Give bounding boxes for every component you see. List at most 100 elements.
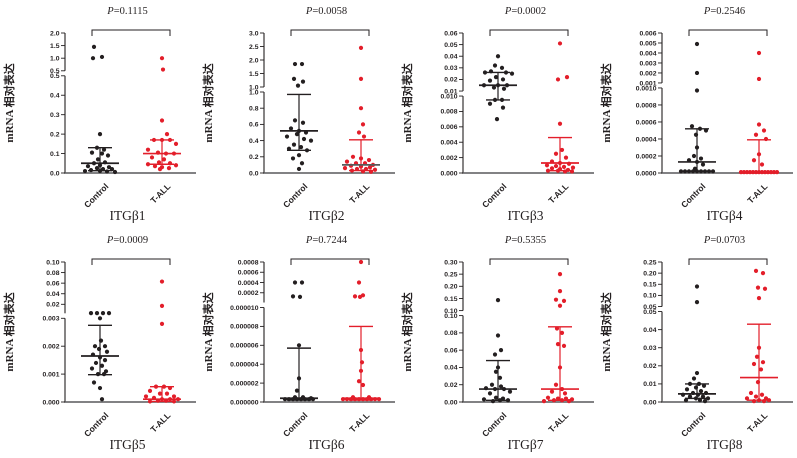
significance-bracket — [489, 258, 569, 265]
data-point-control — [290, 156, 296, 161]
y-axis-tick-label: 0.5 — [50, 73, 60, 80]
data-point-control — [487, 391, 493, 396]
y-axis-tick-label: 0.005 — [639, 40, 656, 47]
data-point-control — [308, 138, 314, 143]
y-axis-tick-label: 0.01 — [444, 88, 457, 95]
data-point-control — [94, 166, 100, 171]
data-point-control — [501, 86, 507, 91]
data-point-tall — [557, 289, 563, 294]
data-point-tall — [367, 165, 373, 170]
data-point-control — [97, 132, 103, 137]
y-axis-tick-label: 0.0 — [249, 170, 259, 177]
x-axis-group-label-control: Control — [82, 410, 110, 438]
y-axis-tick-label: 0.003 — [639, 60, 656, 67]
data-point-tall — [755, 285, 761, 290]
y-axis-tick-label: 0.2 — [249, 154, 259, 161]
data-point-control — [88, 311, 94, 316]
y-axis-tick-label: 0.000006 — [230, 343, 259, 350]
data-point-control — [95, 157, 101, 162]
data-point-control — [698, 389, 704, 394]
data-point-tall — [756, 50, 762, 56]
data-point-tall — [561, 298, 567, 303]
data-point-tall — [760, 271, 766, 276]
p-value-label: P=0.0703 — [703, 235, 746, 246]
data-point-tall — [758, 367, 764, 372]
y-axis-tick-label: 0.02 — [46, 302, 59, 309]
data-point-tall — [145, 147, 151, 152]
panel-title: ITGβ7 — [507, 437, 544, 452]
y-axis-tick-label: 0.0004 — [238, 280, 259, 287]
p-value-label: P=0.0058 — [305, 6, 348, 17]
y-axis-tick-label: 0.04 — [444, 54, 457, 61]
y-axis-tick-label: 0.1 — [50, 151, 60, 158]
y-axis-tick-label: 0.5 — [50, 68, 60, 75]
data-point-tall — [166, 166, 172, 171]
y-axis-tick-label: 3.0 — [249, 30, 259, 37]
y-axis-label: mRNA 相对表达 — [400, 63, 414, 142]
y-axis-tick-label: 0.25 — [643, 259, 656, 266]
panel-title: ITGβ3 — [507, 208, 544, 223]
y-axis-tick-label: 0.0002 — [636, 153, 657, 160]
data-point-control — [481, 397, 487, 402]
data-point-tall — [145, 162, 151, 167]
data-point-tall — [164, 391, 170, 396]
data-point-tall — [161, 157, 167, 162]
data-point-control — [291, 76, 297, 81]
data-point-tall — [559, 330, 565, 335]
y-axis-tick-label: 0.02 — [444, 382, 457, 389]
scatter-plot-itgb2: mRNA 相对表达 0.0 0.2 0.4 0.6 0.8 1.01.0 1.5 2.0 2.5 3… — [201, 29, 395, 210]
data-point-control — [89, 150, 95, 155]
data-point-tall — [360, 382, 366, 388]
data-point-control — [89, 366, 95, 371]
y-axis-tick-label: 0.03 — [444, 65, 457, 72]
data-point-tall — [759, 162, 765, 167]
data-point-control — [701, 383, 707, 388]
y-axis-tick-label: 0.010 — [440, 93, 457, 100]
data-point-control — [104, 349, 110, 354]
data-point-control — [493, 395, 499, 400]
data-point-control — [290, 294, 296, 299]
x-axis-group-label-control: Control — [679, 410, 707, 438]
data-point-control — [694, 41, 700, 47]
y-axis-tick-label: 2.0 — [249, 57, 259, 64]
data-point-control — [296, 343, 302, 348]
data-point-control — [694, 284, 700, 289]
data-point-tall — [760, 360, 766, 365]
data-point-control — [101, 147, 107, 152]
data-point-tall — [541, 399, 547, 404]
data-point-control — [296, 166, 302, 172]
y-axis-tick-label: 0.0008 — [636, 102, 657, 109]
x-axis-group-label-tall: T-ALL — [745, 181, 769, 205]
x-axis-group-label-tall: T-ALL — [347, 181, 371, 205]
data-point-control — [93, 360, 99, 366]
scatter-plot-itgb8: mRNA 相对表达 0.00 0.01 0.02 0.03 0.04 0.050.05 0.1… — [599, 258, 793, 439]
p-value-label: P=0.2546 — [703, 6, 746, 17]
data-point-tall — [561, 164, 567, 169]
data-point-tall — [544, 163, 550, 168]
y-axis-tick-label: 0.6 — [249, 122, 259, 129]
y-axis-tick-label: 0.000 — [440, 170, 457, 177]
y-axis-tick-label: 0.8 — [249, 106, 259, 113]
x-axis-group-label-tall: T-ALL — [546, 410, 570, 434]
x-axis-group-label-tall: T-ALL — [347, 410, 371, 434]
y-axis-tick-label: 0.0006 — [636, 119, 657, 126]
data-point-control — [691, 376, 697, 381]
data-point-tall — [545, 395, 551, 400]
data-point-control — [487, 78, 493, 83]
panel-itgb2: mRNA 相对表达 0.0 0.2 0.4 0.6 0.8 1.0 1.0 1.5 2.0 2.5 3… — [199, 0, 398, 229]
data-point-tall — [761, 128, 767, 133]
data-point-control — [99, 363, 105, 368]
x-axis-group-label-tall: T-ALL — [745, 410, 769, 434]
y-axis-tick-label: 0.0006 — [238, 270, 259, 277]
data-point-control — [493, 75, 499, 80]
data-point-control — [299, 161, 305, 166]
data-point-control — [106, 165, 112, 170]
significance-bracket — [489, 29, 569, 36]
data-point-control — [300, 120, 306, 125]
data-point-control — [498, 348, 504, 353]
y-axis-tick-label: 0.000002 — [230, 380, 259, 387]
panel-itgb1: mRNA 相对表达 0.0 0.1 0.2 0.3 0.4 0.5 0.5 1.0 1.5 2.0 C… — [0, 0, 199, 229]
y-axis-tick-label: 0.10 — [46, 259, 59, 266]
x-axis-group-label-tall: T-ALL — [148, 181, 172, 205]
